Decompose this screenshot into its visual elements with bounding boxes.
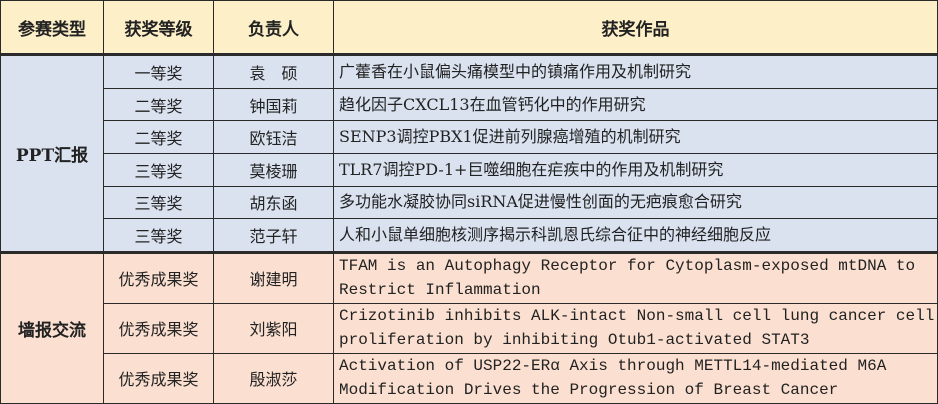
table-row: 三等奖 胡东函 多功能水凝胶协同siRNA促进慢性创面的无疤痕愈合研究 — [1, 185, 938, 220]
table-row: PPT汇报 一等奖袁 硕广藿香在小鼠偏头痛模型中的镇痛作用及机制研究 — [0, 54, 938, 253]
work-cell: TLR7调控PD-1+巨噬细胞在疟疾中的作用及机制研究 — [333, 153, 938, 187]
level-cell: 优秀成果奖 — [103, 250, 214, 304]
person-cell: 钟国莉 — [213, 87, 334, 122]
work-cell: TFAM is an Autophagy Receptor for Cytopl… — [333, 250, 938, 304]
person-cell: 莫棱珊 — [213, 153, 334, 187]
level-cell: 优秀成果奖 — [103, 302, 214, 354]
level-cell: 一等奖 — [103, 54, 214, 89]
table-row: 优秀成果奖 刘紫阳 Crizotinib inhibits ALK-intact N… — [1, 302, 938, 354]
header-row: 参赛类型 获奖等级 负责人 获奖作品 — [0, 0, 938, 57]
work-cell: SENP3调控PBX1促进前列腺癌增殖的机制研究 — [333, 120, 938, 154]
work-cell: 广藿香在小鼠偏头痛模型中的镇痛作用及机制研究 — [333, 54, 938, 89]
level-cell: 三等奖 — [103, 218, 214, 253]
work-cell: 人和小鼠单细胞核测序揭示科凯恩氏综合征中的神经细胞反应 — [333, 218, 938, 253]
level-cell: 二等奖 — [103, 120, 214, 154]
category-cell: PPT汇报 — [0, 54, 104, 253]
table-row: 墙报交流 优秀成果奖 谢建明 TFAM is an Autophagy Recepto… — [0, 250, 938, 404]
table-row: 二等奖 钟国莉 趋化因子CXCL13在血管钙化中的作用研究 — [1, 87, 938, 122]
table-row: 三等奖 莫棱珊 TLR7调控PD-1+巨噬细胞在疟疾中的作用及机制研究 — [1, 153, 938, 187]
level-cell: 三等奖 — [103, 185, 214, 220]
work-cell: 多功能水凝胶协同siRNA促进慢性创面的无疤痕愈合研究 — [333, 185, 938, 220]
header-work: 获奖作品 — [333, 0, 938, 57]
person-cell: 刘紫阳 — [213, 302, 334, 354]
level-cell: 二等奖 — [103, 87, 214, 122]
category-cell: 墙报交流 — [0, 250, 104, 404]
person-cell: 袁 硕 — [213, 54, 334, 89]
person-cell: 胡东函 — [213, 185, 334, 220]
header-person: 负责人 — [213, 0, 334, 57]
person-cell: 殷淑莎 — [213, 352, 334, 404]
work-cell: Activation of USP22-ERα Axis through MET… — [333, 352, 938, 404]
table-row: 优秀成果奖 殷淑莎 Activation of USP22-ERα Axis thr… — [1, 352, 938, 404]
table-row: 二等奖 欧钰洁 SENP3调控PBX1促进前列腺癌增殖的机制研究 — [1, 120, 938, 154]
person-cell: 欧钰洁 — [213, 120, 334, 154]
work-cell: 趋化因子CXCL13在血管钙化中的作用研究 — [333, 87, 938, 122]
level-cell: 三等奖 — [103, 153, 214, 187]
table-row: 三等奖 范子轩 人和小鼠单细胞核测序揭示科凯恩氏综合征中的神经细胞反应 — [1, 218, 938, 253]
header-category: 参赛类型 — [0, 0, 104, 57]
work-cell: Crizotinib inhibits ALK-intact Non-small… — [333, 302, 938, 354]
person-cell: 谢建明 — [213, 250, 334, 304]
header-level: 获奖等级 — [103, 0, 214, 57]
level-cell: 优秀成果奖 — [103, 352, 214, 404]
person-cell: 范子轩 — [213, 218, 334, 253]
